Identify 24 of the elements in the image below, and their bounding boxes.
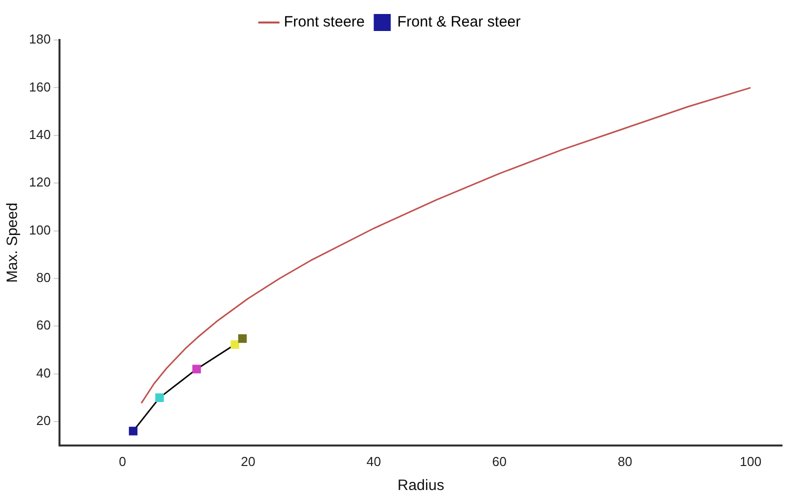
x-tick-label: 0 <box>118 454 126 469</box>
point <box>155 393 164 402</box>
y-tick-label: 20 <box>36 413 51 428</box>
y-tick-label: 60 <box>36 318 51 333</box>
point <box>238 334 247 343</box>
x-tick-label: 40 <box>366 454 381 469</box>
point <box>128 426 138 436</box>
point <box>230 340 240 349</box>
y-tick-label: 40 <box>36 365 51 380</box>
x-tick-label: 80 <box>618 454 632 469</box>
legend-label: Front steere <box>284 14 365 31</box>
y-tick-label: 120 <box>28 174 51 190</box>
y-tick-label: 180 <box>28 32 51 47</box>
point <box>192 364 201 374</box>
legend-label: Front & Rear steer <box>397 14 521 31</box>
x-tick-label: 60 <box>492 454 507 469</box>
y-tick-label: 80 <box>36 270 51 286</box>
y-tick-label: 140 <box>28 126 51 142</box>
x-axis-title: Radius <box>397 477 444 494</box>
x-tick-label: 100 <box>740 454 762 469</box>
y-tick-label: 160 <box>28 79 51 94</box>
y-axis-title: Max. Speed <box>4 202 22 283</box>
y-tick-label: 100 <box>28 222 51 238</box>
x-tick-label: 20 <box>240 454 256 469</box>
